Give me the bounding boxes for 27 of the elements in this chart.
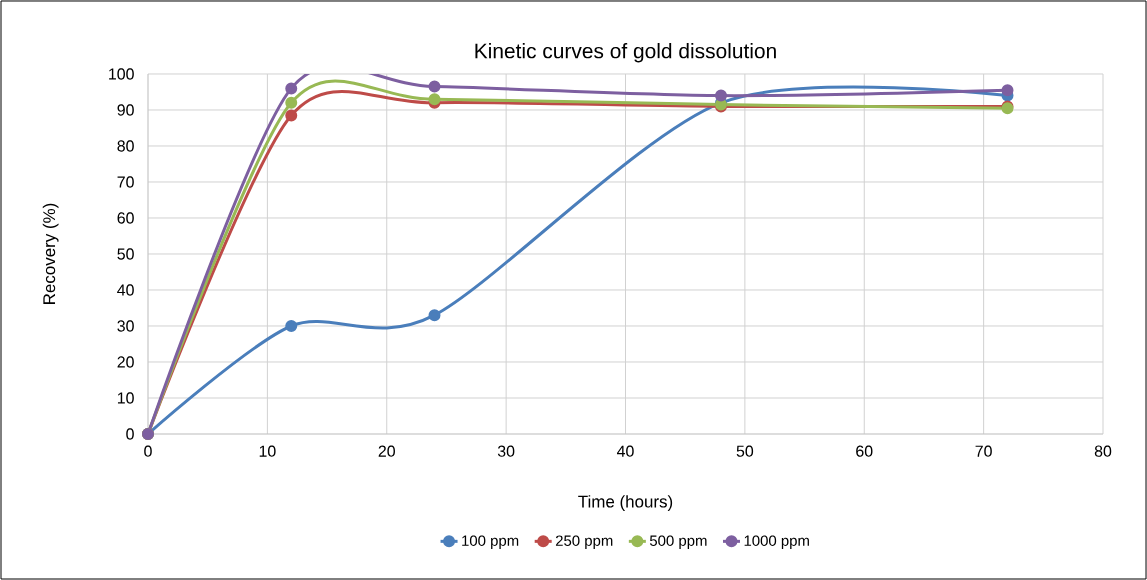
x-tick-label: 80	[1094, 445, 1112, 457]
legend-label: 1000 ppm	[744, 535, 809, 549]
y-tick-label: 10	[117, 392, 134, 404]
x-tick-label: 30	[497, 445, 515, 457]
y-tick-label: 70	[117, 176, 134, 188]
x-tick-label: 40	[617, 445, 634, 457]
y-tick-label: 80	[117, 140, 134, 152]
legend-label: 100 ppm	[462, 535, 519, 549]
y-tick-label: 20	[117, 356, 134, 368]
x-tick-label: 0	[144, 445, 152, 457]
x-tick-label: 60	[856, 445, 873, 457]
y-tick-label: 30	[117, 320, 134, 332]
legend-label: 500 ppm	[649, 535, 707, 549]
x-tick-label: 10	[259, 445, 276, 457]
chart-title: Kinetic curves of gold dissolution	[475, 43, 776, 63]
x-tick-label: 20	[378, 445, 395, 457]
y-tick-label: 90	[117, 104, 134, 116]
y-tick-label: 40	[117, 284, 134, 296]
legend-label: 250 ppm	[555, 535, 613, 549]
y-axis-title: Recovery (%)	[42, 203, 59, 304]
x-tick-label: 70	[975, 445, 992, 457]
y-tick-label: 50	[117, 248, 134, 260]
y-tick-label: 0	[126, 428, 134, 440]
y-tick-label: 60	[117, 212, 134, 224]
x-axis-title: Time (hours)	[578, 495, 673, 511]
x-tick-label: 50	[736, 445, 754, 457]
y-tick-label: 100	[109, 68, 134, 80]
